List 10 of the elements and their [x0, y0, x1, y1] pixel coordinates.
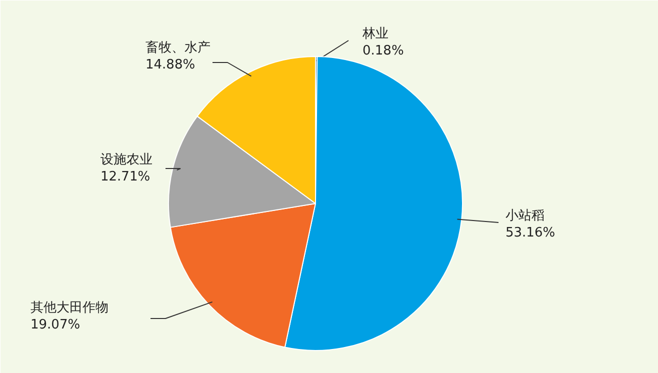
- data-label: 0.18%: [362, 44, 404, 58]
- slice-label: 畜牧、水产: [146, 40, 210, 56]
- slice-label: 其他大田作物: [30, 300, 108, 316]
- data-label: 14.88%: [146, 58, 196, 72]
- slice-label: 小站稻: [506, 208, 544, 224]
- data-label: 19.07%: [30, 318, 80, 332]
- data-label: 53.16%: [506, 226, 556, 240]
- slice-label: 林业: [362, 26, 388, 42]
- data-label: 12.71%: [100, 170, 150, 184]
- slice-label: 设施农业: [100, 152, 152, 168]
